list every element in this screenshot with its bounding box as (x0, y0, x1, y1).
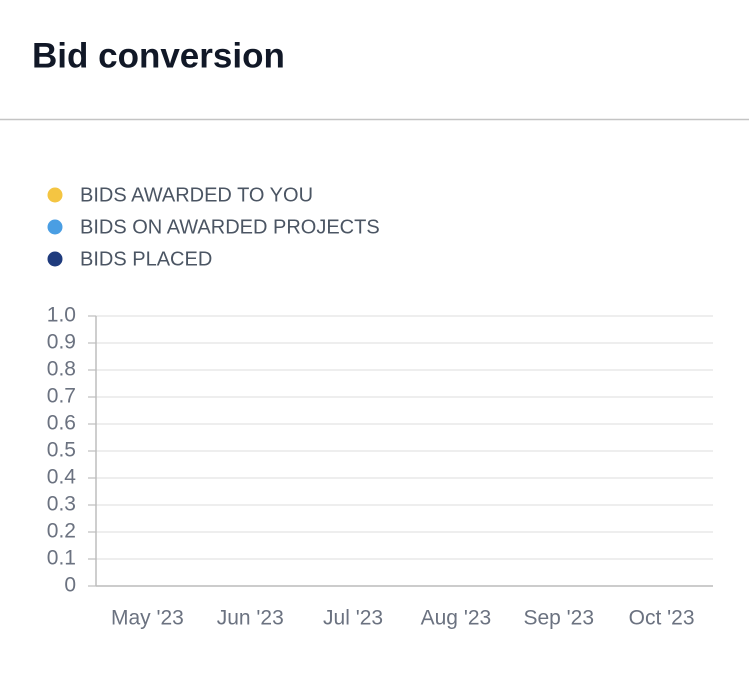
x-tick-label: Jun '23 (217, 607, 284, 630)
y-tick-label: 0.3 (47, 493, 76, 516)
x-tick-label: Jul '23 (323, 607, 383, 630)
legend-marker (47, 187, 63, 203)
y-tick-label: 0.4 (47, 466, 77, 489)
y-tick-label: 0.9 (47, 331, 76, 354)
y-tick-label: 0.6 (47, 412, 76, 435)
legend-label: BIDS AWARDED TO YOU (80, 184, 313, 206)
y-tick-label: 0.8 (47, 358, 76, 381)
legend-marker (47, 251, 63, 267)
y-tick-label: 0.2 (47, 520, 76, 543)
y-tick-label: 1.0 (47, 304, 76, 327)
y-tick-label: 0.7 (47, 385, 76, 408)
x-tick-label: Aug '23 (421, 607, 492, 630)
x-tick-label: Oct '23 (629, 607, 695, 630)
legend-marker (47, 219, 63, 235)
legend-label: BIDS PLACED (80, 248, 212, 270)
chart-title: Bid conversion (32, 36, 285, 75)
legend-label: BIDS ON AWARDED PROJECTS (80, 216, 380, 238)
y-tick-label: 0.1 (47, 547, 76, 570)
y-tick-label: 0.5 (47, 439, 76, 462)
x-tick-label: Sep '23 (523, 607, 594, 630)
x-tick-label: May '23 (111, 607, 184, 630)
y-tick-label: 0 (64, 574, 76, 597)
